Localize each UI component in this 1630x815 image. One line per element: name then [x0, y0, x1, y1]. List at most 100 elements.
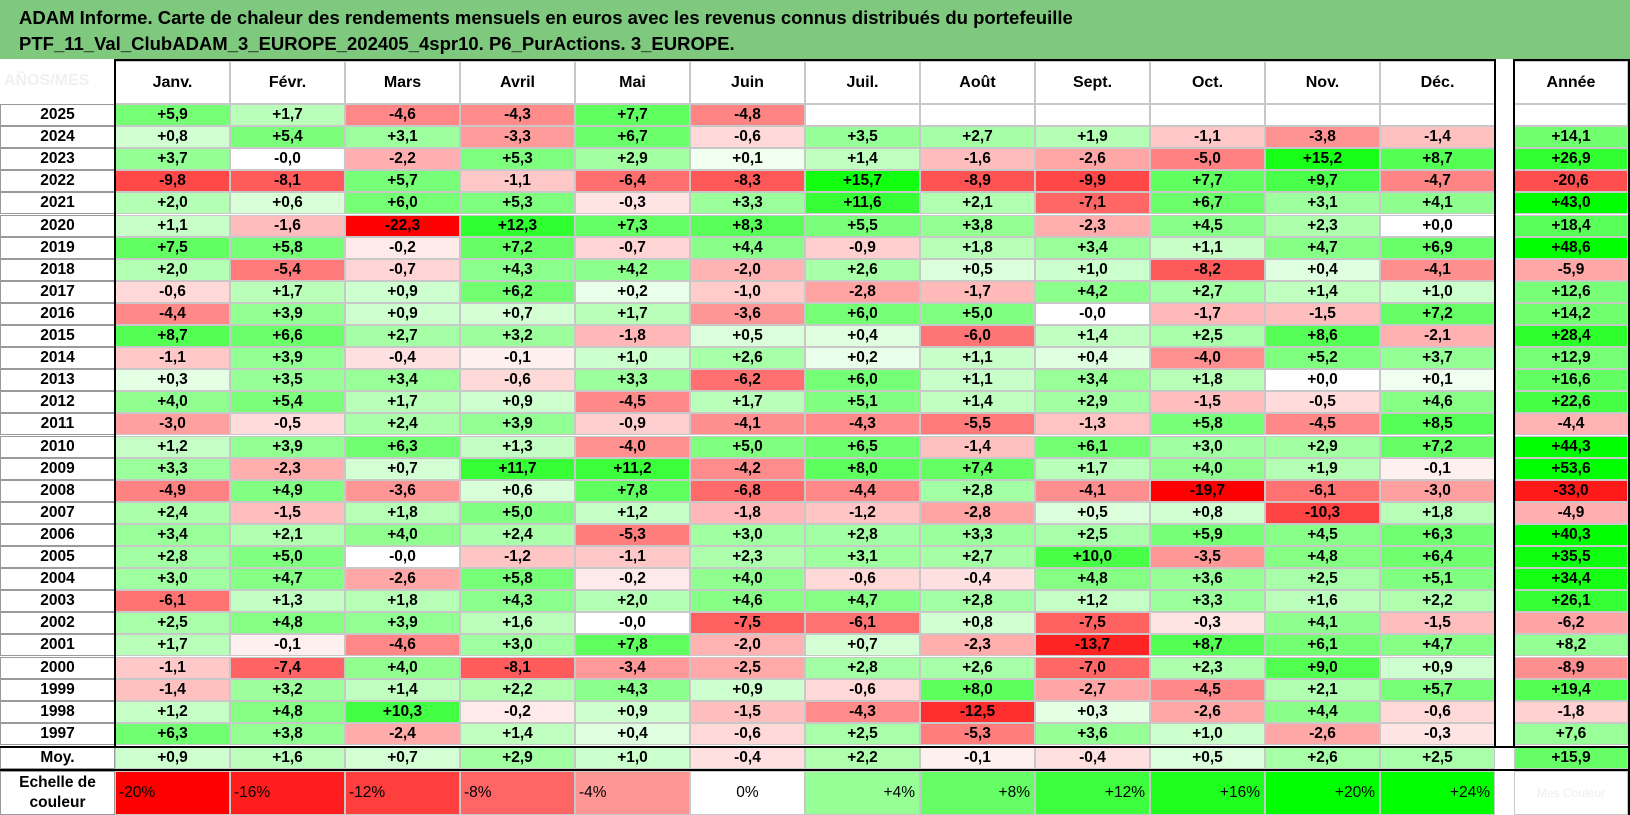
heatmap-cell: +0,5 — [920, 258, 1035, 281]
heatmap-cell: +0,2 — [575, 280, 690, 303]
heatmap-cell: +1,1 — [920, 369, 1035, 392]
heatmap-cell: -1,5 — [1380, 612, 1495, 635]
heatmap-cell: -1,0 — [690, 280, 805, 303]
heatmap-cell: -1,5 — [1150, 391, 1265, 414]
heatmap-cell: +2,8 — [115, 546, 230, 569]
color-scale-step: -8% — [460, 770, 575, 815]
heatmap-cell: -4,9 — [115, 479, 230, 502]
heatmap-cell: +2,3 — [1265, 214, 1380, 237]
heatmap-cell: +4,7 — [230, 568, 345, 591]
heatmap-cell: -0,9 — [575, 413, 690, 436]
heatmap-cell: +0,3 — [1035, 700, 1150, 723]
year-label: 2020 — [0, 214, 115, 237]
annual-header: Année — [1514, 61, 1628, 104]
heatmap-cell: +0,4 — [1265, 258, 1380, 281]
annual-cell: +18,4 — [1514, 214, 1628, 237]
heatmap-cell: +3,4 — [1035, 236, 1150, 259]
month-header: Févr. — [230, 61, 345, 104]
heatmap-cell: +0,1 — [690, 148, 805, 171]
heatmap-cell: -2,0 — [690, 634, 805, 657]
heatmap-cell: +1,2 — [115, 700, 230, 723]
heatmap-cell: -1,7 — [1150, 302, 1265, 325]
heatmap-cell: -1,4 — [920, 435, 1035, 458]
heatmap-cell: +3,9 — [230, 302, 345, 325]
heatmap-cell: +4,0 — [345, 656, 460, 679]
heatmap-cell: -3,6 — [345, 479, 460, 502]
annual-cell: +16,6 — [1514, 369, 1628, 392]
heatmap-cell: -7,0 — [1035, 656, 1150, 679]
heatmap-cell: -0,1 — [230, 634, 345, 657]
heatmap-cell: +7,5 — [115, 236, 230, 259]
color-scale-step: -20% — [115, 770, 230, 815]
heatmap-cell: +1,0 — [575, 347, 690, 370]
heatmap-cell: +0,1 — [1380, 369, 1495, 392]
heatmap-cell: +7,3 — [575, 214, 690, 237]
year-label: 2014 — [0, 347, 115, 370]
heatmap-cell: +2,7 — [920, 126, 1035, 149]
heatmap-cell: +5,2 — [1265, 347, 1380, 370]
heatmap-cell: +1,6 — [1265, 590, 1380, 613]
table-border — [1494, 59, 1496, 747]
heatmap-cell: +7,8 — [575, 479, 690, 502]
heatmap-cell: +2,3 — [690, 546, 805, 569]
heatmap-cell: +2,1 — [920, 192, 1035, 215]
heatmap-cell: +3,0 — [460, 634, 575, 657]
year-label: 2000 — [0, 656, 115, 679]
heatmap-cell: +0,7 — [805, 634, 920, 657]
heatmap-cell: +5,1 — [1380, 568, 1495, 591]
heatmap-cell: -2,6 — [1150, 700, 1265, 723]
heatmap-cell: +2,6 — [805, 258, 920, 281]
heatmap-cell: +4,5 — [1265, 523, 1380, 546]
average-cell: +1,6 — [230, 746, 345, 769]
heatmap-cell: -10,3 — [1265, 501, 1380, 524]
annual-cell: -1,8 — [1514, 700, 1628, 723]
annual-cell: +40,3 — [1514, 523, 1628, 546]
heatmap-cell: -1,6 — [230, 214, 345, 237]
heatmap-cell: +2,5 — [1265, 568, 1380, 591]
heatmap-cell: +6,3 — [115, 722, 230, 745]
heatmap-cell: +2,5 — [805, 722, 920, 745]
heatmap-cell: -0,1 — [1380, 457, 1495, 480]
heatmap-cell: +10,3 — [345, 700, 460, 723]
average-cell: +1,0 — [575, 746, 690, 769]
annual-cell: -4,4 — [1514, 413, 1628, 436]
heatmap-cell: -4,6 — [345, 634, 460, 657]
heatmap-cell: +5,8 — [230, 236, 345, 259]
heatmap-cell: -7,5 — [690, 612, 805, 635]
heatmap-cell: +2,9 — [575, 148, 690, 171]
heatmap-cell: -0,6 — [115, 280, 230, 303]
month-header: Août — [920, 61, 1035, 104]
color-scale-step: +20% — [1265, 770, 1380, 815]
heatmap-cell: -1,3 — [1035, 413, 1150, 436]
heatmap-cell: -8,2 — [1150, 258, 1265, 281]
month-header: Avril — [460, 61, 575, 104]
heatmap-cell: +8,3 — [690, 214, 805, 237]
heatmap-cell: +1,2 — [115, 435, 230, 458]
heatmap-cell: +0,9 — [690, 678, 805, 701]
heatmap-cell: -2,6 — [1035, 148, 1150, 171]
heatmap-cell: +2,9 — [1035, 391, 1150, 414]
heatmap-cell: -4,8 — [690, 104, 805, 127]
heatmap-cell: -0,3 — [1150, 612, 1265, 635]
heatmap-cell: +4,4 — [690, 236, 805, 259]
heatmap-cell: +0,9 — [345, 302, 460, 325]
heatmap-cell: -0,1 — [460, 347, 575, 370]
month-header: Déc. — [1380, 61, 1495, 104]
heatmap-cell: +2,8 — [920, 590, 1035, 613]
heatmap-cell: +5,8 — [460, 568, 575, 591]
heatmap-cell: +2,1 — [230, 523, 345, 546]
heatmap-cell: -0,2 — [345, 236, 460, 259]
color-scale-step: -16% — [230, 770, 345, 815]
annual-cell: -8,9 — [1514, 656, 1628, 679]
table-border — [0, 745, 1630, 748]
heatmap-cell: +2,7 — [345, 325, 460, 348]
heatmap-cell: +3,4 — [345, 369, 460, 392]
heatmap-cell: +11,7 — [460, 457, 575, 480]
heatmap-cell: +3,3 — [1150, 590, 1265, 613]
annual-cell: +12,9 — [1514, 347, 1628, 370]
heatmap-cell: +0,9 — [1380, 656, 1495, 679]
average-cell: +2,2 — [805, 746, 920, 769]
year-label: 2013 — [0, 369, 115, 392]
heatmap-cell: +1,3 — [230, 590, 345, 613]
heatmap-cell: -1,4 — [1380, 126, 1495, 149]
